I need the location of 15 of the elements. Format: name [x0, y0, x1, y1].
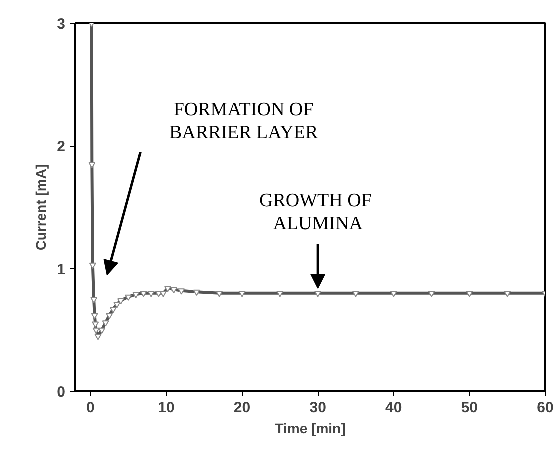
y-tick-label: 3 — [57, 16, 66, 33]
x-tick-label: 10 — [158, 400, 175, 416]
x-tick-label: 0 — [86, 400, 95, 416]
y-axis-title: Current [mA] — [33, 164, 50, 251]
annotation: GROWTH OF ALUMINA — [260, 190, 372, 234]
x-tick-label: 60 — [537, 400, 554, 416]
y-tick-label: 0 — [57, 384, 66, 401]
annotation: FORMATION OF BARRIER LAYER — [169, 100, 318, 144]
x-tick-label: 20 — [234, 400, 251, 416]
x-axis-title: Time [min] — [275, 420, 346, 436]
x-tick-label: 50 — [461, 400, 478, 416]
x-tick-label: 30 — [310, 400, 326, 416]
y-tick-label: 1 — [57, 261, 66, 278]
y-tick-label: 2 — [57, 138, 66, 156]
x-tick-label: 40 — [386, 400, 402, 416]
